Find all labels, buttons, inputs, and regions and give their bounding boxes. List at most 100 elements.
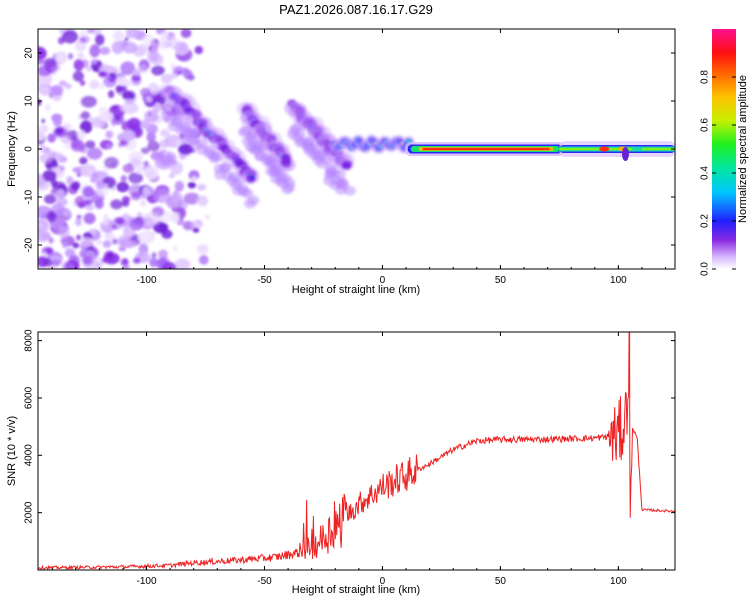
spectral-blob bbox=[149, 257, 159, 268]
spectral-blob bbox=[76, 172, 81, 177]
x-tick-label: 0 bbox=[380, 275, 386, 286]
spectral-blob bbox=[102, 240, 112, 248]
spectral-blob bbox=[64, 248, 76, 258]
spectral-blob bbox=[123, 265, 130, 269]
spectral-blob bbox=[140, 87, 152, 98]
colorbar-gradient bbox=[712, 29, 736, 269]
spectral-blob bbox=[621, 147, 629, 161]
spectral-blob bbox=[64, 263, 76, 269]
spectral-blob bbox=[124, 98, 133, 105]
spectral-blob bbox=[121, 41, 138, 54]
spectral-blob bbox=[132, 257, 141, 264]
tone-hotspot bbox=[599, 146, 610, 152]
spectral-blob bbox=[129, 240, 138, 248]
spectral-blob bbox=[79, 236, 93, 247]
spectral-blob bbox=[66, 176, 74, 185]
spectral-blob bbox=[62, 209, 71, 217]
spectral-blob bbox=[192, 227, 200, 233]
spectral-blob bbox=[243, 198, 256, 209]
spectral-blob bbox=[110, 199, 123, 210]
spectral-blob bbox=[187, 181, 197, 189]
spectral-blob bbox=[46, 210, 57, 223]
spectral-blob bbox=[62, 29, 79, 44]
spectral-blob bbox=[162, 261, 177, 269]
x-tick-label: -50 bbox=[257, 576, 272, 587]
spectral-blob bbox=[124, 36, 129, 42]
spectral-blob bbox=[341, 161, 352, 170]
spectral-blob bbox=[136, 43, 150, 54]
spectral-blob bbox=[160, 129, 170, 137]
colorbar: 0.0 0.2 0.4 0.6 0.8 Normalized spectral ampl… bbox=[700, 29, 749, 276]
spectral-blob bbox=[43, 258, 53, 267]
spectral-blob bbox=[79, 120, 93, 134]
spectral-blob bbox=[121, 201, 130, 207]
spectral-blob bbox=[48, 237, 54, 244]
spectral-blob bbox=[194, 45, 203, 55]
spectral-blob bbox=[180, 29, 192, 38]
spectral-blob bbox=[107, 90, 115, 99]
spectral-blob bbox=[122, 90, 136, 101]
spectral-blob bbox=[115, 217, 125, 225]
spectral-blob bbox=[124, 80, 133, 87]
spectral-blob bbox=[160, 31, 169, 40]
spectral-blob bbox=[173, 246, 178, 251]
spectral-blob bbox=[59, 80, 67, 87]
spectral-blob bbox=[38, 175, 46, 187]
spectral-blob bbox=[111, 40, 124, 55]
spectral-blob bbox=[119, 103, 131, 112]
spectral-blob bbox=[44, 103, 51, 111]
y-tick-label: 20 bbox=[24, 47, 35, 59]
spectral-blob bbox=[142, 34, 155, 46]
spectral-blob bbox=[163, 151, 168, 156]
spectral-blob bbox=[41, 118, 46, 124]
spectral-blob bbox=[77, 52, 84, 58]
snr-content bbox=[38, 332, 675, 570]
y-tick-label: -20 bbox=[24, 237, 35, 252]
x-tick-label: 50 bbox=[495, 275, 507, 286]
spectral-blob bbox=[196, 183, 207, 191]
spectral-blob bbox=[176, 70, 183, 75]
spectral-blob bbox=[150, 53, 164, 66]
spectral-blob bbox=[153, 152, 161, 161]
spectral-blob bbox=[138, 119, 150, 129]
spectral-blob bbox=[99, 111, 114, 122]
spectral-blob bbox=[89, 79, 100, 90]
spectral-blob bbox=[261, 156, 274, 167]
colorbar-tick-label: 0.8 bbox=[700, 70, 711, 84]
snr-x-axis-label: Height of straight line (km) bbox=[292, 584, 420, 596]
spectral-blob bbox=[102, 220, 109, 226]
spectral-blob bbox=[43, 147, 51, 154]
spectral-blob bbox=[174, 258, 191, 269]
spectral-blob bbox=[120, 85, 128, 92]
spectral-blob bbox=[38, 127, 46, 141]
x-tick-label: 0 bbox=[380, 576, 386, 587]
spectral-blob bbox=[95, 239, 103, 246]
y-tick-label: -10 bbox=[24, 189, 35, 204]
spectral-blob bbox=[89, 44, 101, 58]
spectral-blob bbox=[38, 58, 45, 65]
spectral-blob bbox=[177, 143, 194, 155]
spectral-blob bbox=[72, 70, 84, 82]
spectral-blob bbox=[108, 72, 117, 78]
spectral-blob bbox=[114, 116, 121, 121]
spectral-blob bbox=[79, 156, 88, 165]
spectral-blob bbox=[98, 64, 110, 73]
spectral-blob bbox=[67, 53, 74, 60]
spectral-blob bbox=[99, 46, 111, 55]
spectrogram-blobs bbox=[38, 29, 415, 269]
spectral-blob bbox=[103, 214, 109, 221]
x-tick-label: -100 bbox=[137, 275, 157, 286]
spectral-blob bbox=[174, 180, 185, 192]
spectral-blob bbox=[71, 181, 81, 191]
spectral-blob bbox=[76, 214, 82, 220]
snr-series-line bbox=[38, 332, 675, 570]
spectral-blob bbox=[129, 217, 144, 231]
spectral-blob bbox=[191, 176, 198, 182]
spectral-blob bbox=[55, 50, 68, 64]
spectral-blob bbox=[95, 33, 105, 46]
spectral-blob bbox=[47, 133, 57, 143]
spectral-blob bbox=[122, 163, 135, 173]
colorbar-label: Normalized spectral amplitude bbox=[737, 75, 749, 223]
spectral-blob bbox=[80, 95, 97, 108]
spectral-blob bbox=[85, 204, 95, 211]
